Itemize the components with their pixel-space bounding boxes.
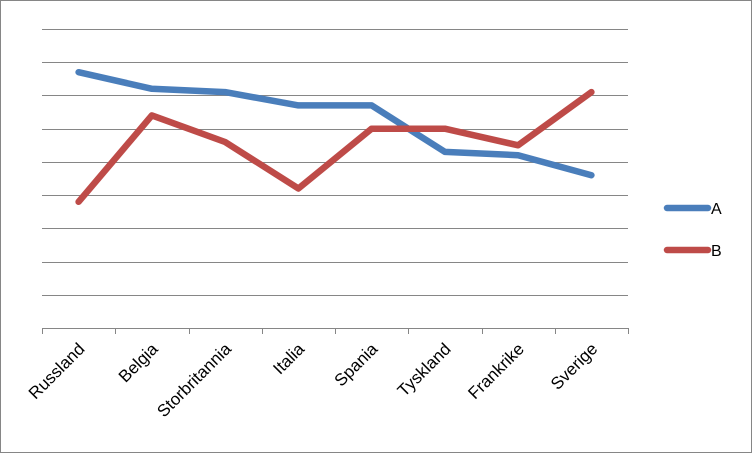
x-tick-label: Spania <box>331 339 382 390</box>
legend: AB <box>663 201 722 260</box>
x-tick-label: Storbritannia <box>153 339 235 421</box>
x-tick-label: Belgia <box>115 339 162 386</box>
axes <box>42 328 629 334</box>
legend-label-a: A <box>711 201 722 218</box>
series-line-b <box>75 88 595 206</box>
x-tick-label: Frankrike <box>464 339 528 403</box>
series-lines <box>75 68 595 206</box>
x-tick-label: Italia <box>269 339 308 378</box>
legend-label-b: B <box>711 243 722 260</box>
x-tick-label: Sverige <box>547 339 601 393</box>
series-line-a <box>75 68 595 179</box>
x-tick-label: Russland <box>25 339 89 403</box>
x-tick-label: Tyskland <box>394 339 455 400</box>
